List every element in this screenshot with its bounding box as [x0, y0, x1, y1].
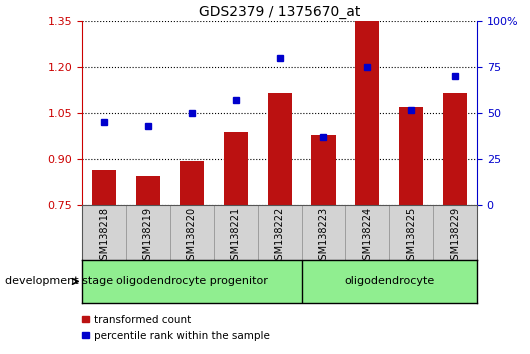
- Bar: [312, 135, 335, 205]
- Bar: [180, 161, 204, 205]
- Title: GDS2379 / 1375670_at: GDS2379 / 1375670_at: [199, 5, 360, 19]
- Text: GSM138225: GSM138225: [406, 207, 416, 266]
- Text: GSM138219: GSM138219: [143, 207, 153, 266]
- Text: percentile rank within the sample: percentile rank within the sample: [94, 331, 270, 341]
- Bar: [92, 170, 116, 205]
- Text: GSM138222: GSM138222: [275, 207, 285, 266]
- Bar: [399, 107, 423, 205]
- Text: transformed count: transformed count: [94, 315, 191, 325]
- Bar: [443, 93, 467, 205]
- Bar: [136, 176, 160, 205]
- Text: GSM138229: GSM138229: [450, 207, 460, 266]
- Text: oligodendrocyte: oligodendrocyte: [344, 276, 435, 286]
- Text: GSM138224: GSM138224: [363, 207, 372, 266]
- Bar: [268, 93, 292, 205]
- Text: GSM138221: GSM138221: [231, 207, 241, 266]
- Text: development stage: development stage: [5, 276, 113, 286]
- Text: oligodendrocyte progenitor: oligodendrocyte progenitor: [116, 276, 268, 286]
- Text: GSM138223: GSM138223: [319, 207, 329, 266]
- Bar: [355, 21, 379, 205]
- Text: GSM138220: GSM138220: [187, 207, 197, 266]
- Text: GSM138218: GSM138218: [99, 207, 109, 266]
- Bar: [224, 132, 248, 205]
